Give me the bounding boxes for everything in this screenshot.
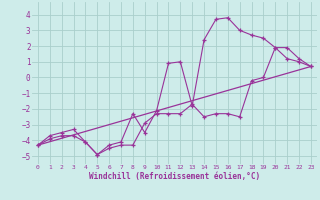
X-axis label: Windchill (Refroidissement éolien,°C): Windchill (Refroidissement éolien,°C) (89, 172, 260, 181)
